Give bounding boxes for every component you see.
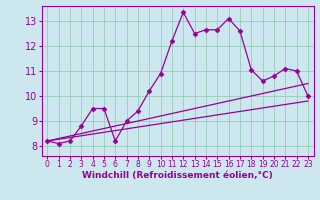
X-axis label: Windchill (Refroidissement éolien,°C): Windchill (Refroidissement éolien,°C) — [82, 171, 273, 180]
